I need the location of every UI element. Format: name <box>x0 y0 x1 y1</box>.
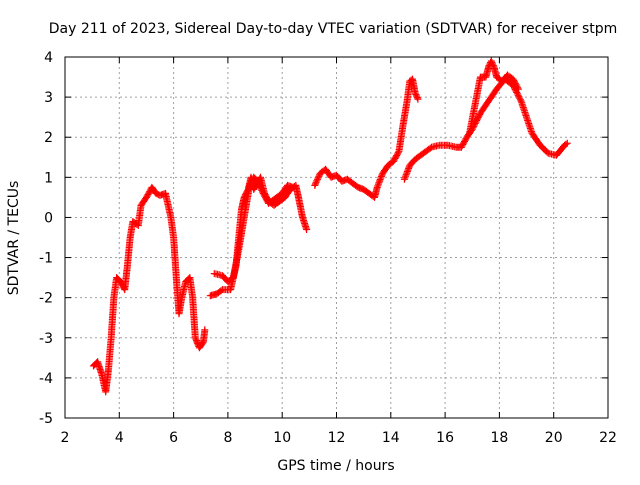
data-point <box>256 182 264 190</box>
data-point <box>312 178 320 186</box>
x-tick-label: 20 <box>545 430 563 446</box>
data-point <box>258 186 266 194</box>
y-tick-labels: -5 -4 -3 -2 -1 0 1 2 3 4 <box>39 50 53 427</box>
data-point <box>257 183 264 191</box>
data-point <box>313 177 321 185</box>
y-tick-label: 4 <box>44 50 53 66</box>
data-point <box>489 60 497 68</box>
x-tick-label: 2 <box>61 430 70 446</box>
data-point <box>515 93 523 101</box>
x-tick-label: 4 <box>115 430 124 446</box>
y-tick-label: 3 <box>44 90 53 106</box>
x-tick-label: 18 <box>490 430 508 446</box>
data-point <box>314 175 321 183</box>
data-points <box>90 57 571 396</box>
data-point <box>314 174 322 182</box>
x-axis-label: GPS time / hours <box>277 458 394 474</box>
data-point <box>562 140 570 148</box>
x-tick-labels: 2 4 6 8 10 12 14 16 18 20 22 <box>61 430 617 446</box>
data-point <box>394 149 402 157</box>
data-point <box>516 96 524 104</box>
y-tick-label: -4 <box>39 371 53 387</box>
y-tick-label: -2 <box>39 291 53 307</box>
x-tick-label: 10 <box>273 430 291 446</box>
x-tick-label: 14 <box>382 430 400 446</box>
data-point <box>201 326 209 334</box>
data-point <box>526 123 534 131</box>
y-tick-label: -1 <box>39 251 53 267</box>
data-point <box>412 91 420 99</box>
data-point <box>524 116 532 124</box>
data-point <box>413 92 421 100</box>
data-point <box>563 139 571 147</box>
data-point <box>411 89 419 97</box>
x-tick-label: 8 <box>223 430 232 446</box>
y-tick-label: 2 <box>44 130 53 146</box>
data-point <box>254 179 262 187</box>
axis-ticks <box>64 56 609 419</box>
data-point <box>426 144 434 152</box>
data-point <box>488 59 496 66</box>
y-tick-label: 0 <box>44 210 53 226</box>
data-point <box>414 95 422 103</box>
y-tick-label: -5 <box>39 411 53 427</box>
data-point <box>217 287 225 295</box>
chart-title: Day 211 of 2023, Sidereal Day-to-day VTE… <box>49 21 618 37</box>
x-tick-label: 22 <box>599 430 617 446</box>
data-point <box>489 62 497 69</box>
data-point <box>520 105 528 113</box>
data-point <box>289 183 297 191</box>
y-tick-label: -3 <box>39 331 53 347</box>
y-tick-label: 1 <box>44 170 53 186</box>
data-point <box>303 226 311 233</box>
data-point <box>514 85 522 93</box>
x-tick-label: 6 <box>169 430 178 446</box>
data-point <box>377 172 385 180</box>
data-point <box>255 180 263 188</box>
x-tick-label: 16 <box>436 430 454 446</box>
data-point <box>311 181 319 189</box>
x-tick-label: 12 <box>328 430 346 446</box>
data-point <box>517 97 525 105</box>
y-axis-label: SDTVAR / TECUs <box>6 181 22 296</box>
data-point <box>514 84 522 92</box>
